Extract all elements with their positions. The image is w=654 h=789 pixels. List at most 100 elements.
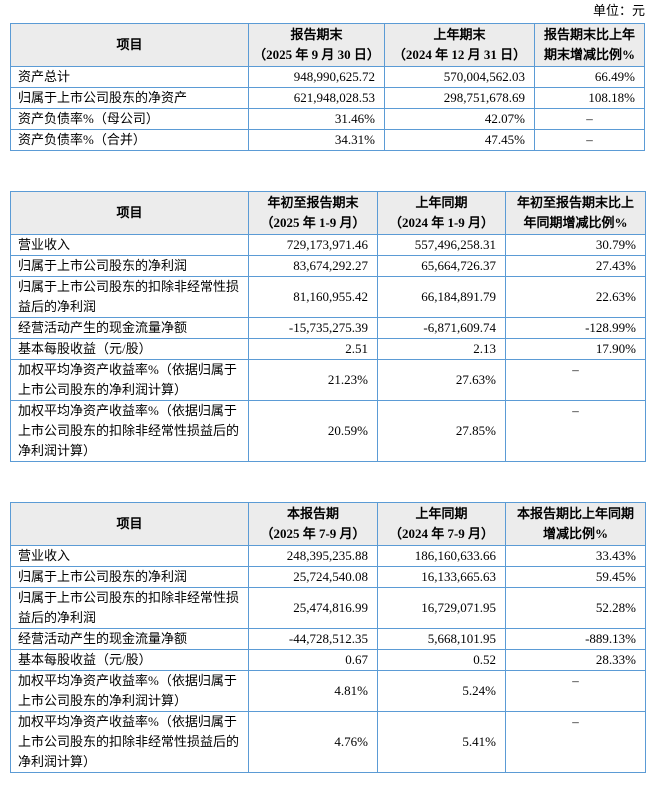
table-row: 归属于上市公司股东的净利润 83,674,292.27 65,664,726.37 2…	[10, 255, 646, 277]
column-header: 本报告期 （2025 年 7-9 月）	[248, 502, 378, 546]
column-header-line: 上年同期	[415, 195, 468, 210]
item-cell: 归属于上市公司股东的净资产	[10, 87, 249, 109]
value-cell: 25,724,540.08	[248, 566, 378, 588]
unit-label: 单位：元	[592, 3, 645, 18]
table-row: 经营活动产生的现金流量净额 -44,728,512.35 5,668,101.95-…	[10, 628, 646, 650]
value-cell: 81,160,955.42	[248, 276, 378, 318]
change-cell: 33.43%	[505, 545, 646, 567]
value-cell: 621,948,028.53	[248, 87, 385, 109]
change-cell: 108.18%	[534, 87, 645, 109]
value-cell: -44,728,512.35	[248, 628, 378, 650]
table-row: 加权平均净资产收益率%（依据归属于上市公司股东的扣除非经常性损益后的净利润计算）…	[10, 711, 646, 773]
value-cell: 47.45%	[384, 129, 535, 151]
value-cell: 34.31%	[248, 129, 385, 151]
item-cell: 营业收入	[10, 234, 249, 256]
change-dash-cell: –	[505, 400, 646, 462]
table-row: 基本每股收益（元/股） 2.51 2.13 17.90%	[10, 338, 646, 360]
column-header: 项目	[10, 502, 249, 546]
column-header-line: （2024 年 7-9 月）	[388, 526, 495, 541]
value-cell: 16,729,071.95	[377, 587, 506, 629]
column-header-line: 本报告期	[286, 506, 339, 521]
value-cell: 0.67	[248, 649, 378, 671]
change-cell: 28.33%	[505, 649, 646, 671]
table-row: 归属于上市公司股东的扣除非经常性损益后的净利润 81,160,955.42 66,1…	[10, 276, 646, 318]
value-cell: 5,668,101.95	[377, 628, 506, 650]
change-cell: 27.43%	[505, 255, 646, 277]
column-header-line: 报告期末	[290, 27, 343, 42]
column-header-line: 年同期增减比例%	[523, 215, 628, 230]
item-cell: 资产总计	[10, 66, 249, 88]
column-header: 上年同期 （2024 年 1-9 月）	[377, 191, 506, 235]
column-header-line: （2025 年 7-9 月）	[260, 526, 366, 541]
column-header-line: （2024 年 1-9 月）	[388, 215, 495, 230]
change-dash-cell: –	[505, 359, 646, 401]
table-row: 营业收入 729,173,971.46 557,496,258.31 30.79%	[10, 234, 646, 256]
item-cell: 归属于上市公司股东的净利润	[10, 566, 249, 588]
quarter-results-table: 项目 本报告期 （2025 年 7-9 月） 上年同期 （2024 年 7-9 月） 本报…	[10, 502, 646, 773]
change-dash-cell: –	[534, 129, 645, 151]
value-cell: 557,496,258.31	[377, 234, 506, 256]
column-header-line: （2025 年 9 月 30 日）	[253, 47, 380, 62]
item-cell: 加权平均净资产收益率%（依据归属于上市公司股东的扣除非经常性损益后的净利润计算）	[10, 400, 249, 462]
table-row: 加权平均净资产收益率%（依据归属于上市公司股东的净利润计算） 4.81% 5.24%…	[10, 670, 646, 712]
change-cell: 22.63%	[505, 276, 646, 318]
value-cell: 27.85%	[377, 400, 506, 462]
column-header-line: 年初至报告期末比上	[516, 195, 634, 210]
header-row: 项目 年初至报告期末 （2025 年 1-9 月） 上年同期 （2024 年 1-9 月…	[10, 191, 646, 235]
table-row: 经营活动产生的现金流量净额 -15,735,275.39 -6,871,609.74…	[10, 317, 646, 339]
value-cell: 20.59%	[248, 400, 378, 462]
value-cell: 83,674,292.27	[248, 255, 378, 277]
change-cell: 66.49%	[534, 66, 645, 88]
column-header: 本报告期比上年同期 增减比例%	[505, 502, 646, 546]
item-cell: 加权平均净资产收益率%（依据归属于上市公司股东的扣除非经常性损益后的净利润计算）	[10, 711, 249, 773]
value-cell: 21.23%	[248, 359, 378, 401]
column-header-line: 上年期末	[433, 27, 486, 42]
change-dash-cell: –	[505, 670, 646, 712]
header-row: 项目 报告期末 （2025 年 9 月 30 日） 上年期末 （2024 年 12 月 …	[10, 23, 645, 67]
change-cell: 59.45%	[505, 566, 646, 588]
column-header: 项目	[10, 191, 249, 235]
item-cell: 经营活动产生的现金流量净额	[10, 628, 249, 650]
change-cell: -889.13%	[505, 628, 646, 650]
item-cell: 归属于上市公司股东的净利润	[10, 255, 249, 277]
value-cell: 2.51	[248, 338, 378, 360]
value-cell: 5.41%	[377, 711, 506, 773]
table-row: 归属于上市公司股东的净资产 621,948,028.53 298,751,678.6…	[10, 87, 645, 109]
value-cell: -15,735,275.39	[248, 317, 378, 339]
column-header-line: 报告期末比上年	[543, 27, 635, 42]
value-cell: 4.81%	[248, 670, 378, 712]
column-header: 年初至报告期末比上 年同期增减比例%	[505, 191, 646, 235]
change-cell: 30.79%	[505, 234, 646, 256]
item-cell: 资产负债率%（母公司）	[10, 108, 249, 130]
column-header-line: 项目	[116, 37, 143, 52]
value-cell: 65,664,726.37	[377, 255, 506, 277]
change-cell: 17.90%	[505, 338, 646, 360]
column-header: 报告期末比上年 期末增减比例%	[534, 23, 645, 67]
value-cell: 2.13	[377, 338, 506, 360]
assets-table: 项目 报告期末 （2025 年 9 月 30 日） 上年期末 （2024 年 12 月 …	[10, 23, 645, 151]
table-row: 归属于上市公司股东的扣除非经常性损益后的净利润 25,474,816.99 16,7…	[10, 587, 646, 629]
table-row: 加权平均净资产收益率%（依据归属于上市公司股东的扣除非经常性损益后的净利润计算）…	[10, 400, 646, 462]
value-cell: -6,871,609.74	[377, 317, 506, 339]
change-dash-cell: –	[505, 711, 646, 773]
column-header: 上年期末 （2024 年 12 月 31 日）	[384, 23, 535, 67]
column-header: 上年同期 （2024 年 7-9 月）	[377, 502, 506, 546]
value-cell: 248,395,235.88	[248, 545, 378, 567]
change-cell: -128.99%	[505, 317, 646, 339]
column-header: 项目	[10, 23, 249, 67]
column-header-line: （2024 年 12 月 31 日）	[392, 47, 527, 62]
value-cell: 570,004,562.03	[384, 66, 535, 88]
table-row: 基本每股收益（元/股） 0.67 0.52 28.33%	[10, 649, 646, 671]
value-cell: 4.76%	[248, 711, 378, 773]
item-cell: 归属于上市公司股东的扣除非经常性损益后的净利润	[10, 276, 249, 318]
column-header-line: 项目	[116, 516, 143, 531]
column-header-line: 项目	[116, 205, 143, 220]
table-row: 营业收入 248,395,235.88 186,160,633.66 33.43%	[10, 545, 646, 567]
item-cell: 基本每股收益（元/股）	[10, 338, 249, 360]
change-dash-cell: –	[534, 108, 645, 130]
table-row: 加权平均净资产收益率%（依据归属于上市公司股东的净利润计算） 21.23% 27.6…	[10, 359, 646, 401]
value-cell: 298,751,678.69	[384, 87, 535, 109]
value-cell: 31.46%	[248, 108, 385, 130]
column-header-line: 增减比例%	[542, 526, 608, 541]
